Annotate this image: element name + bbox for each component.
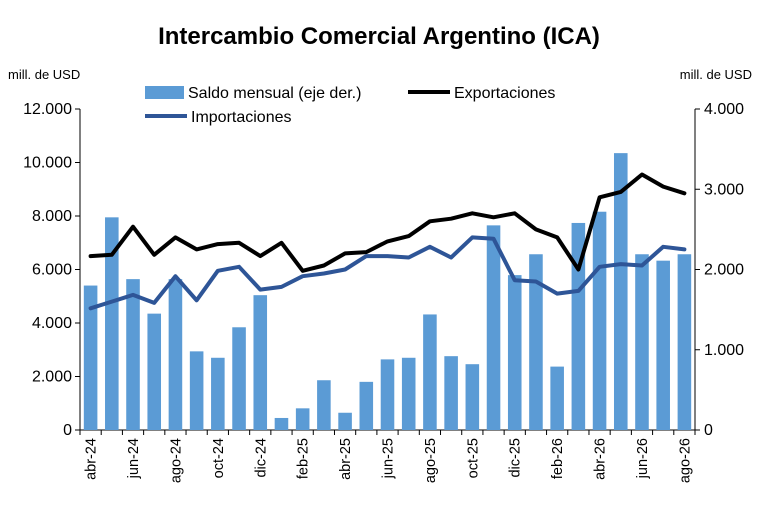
bar-saldo <box>677 254 692 430</box>
bar-saldo <box>359 381 374 430</box>
bar-saldo <box>486 225 501 430</box>
bar-saldo <box>189 351 204 430</box>
x-tick-label: dic-25 <box>508 438 524 478</box>
x-tick-label: ago-25 <box>423 438 439 483</box>
bar-saldo <box>529 254 543 430</box>
bar-saldo <box>126 279 140 430</box>
chart-title: Intercambio Comercial Argentino (ICA) <box>158 23 600 50</box>
bar-saldo <box>147 313 162 430</box>
bar-saldo <box>444 356 458 430</box>
line-importaciones <box>88 235 687 311</box>
left-tick-label: 12.000 <box>23 101 72 118</box>
bar-saldo <box>401 357 416 430</box>
x-tick-label: jun-26 <box>635 438 651 479</box>
bar-saldo <box>635 254 649 430</box>
left-tick-label: 8.000 <box>32 208 72 225</box>
bar-saldo <box>571 222 586 430</box>
legend: Saldo mensual (eje der.) Exportaciones I… <box>145 85 555 126</box>
x-tick-label: feb-25 <box>296 438 312 479</box>
right-tick-label: 4.000 <box>704 101 744 118</box>
right-axis-unit-label: mill. de USD <box>680 67 752 82</box>
legend-swatch-saldo <box>145 86 184 99</box>
bar-saldo <box>550 366 564 430</box>
bar-saldo <box>211 357 225 430</box>
x-tick-label: abr-24 <box>84 438 100 480</box>
bar-saldo <box>168 279 183 430</box>
left-tick-label: 0 <box>63 422 72 439</box>
right-tick-label: 3.000 <box>704 181 744 198</box>
bar-saldo <box>592 211 607 430</box>
bar-saldo <box>232 327 246 430</box>
left-tick-label: 10.000 <box>23 155 72 172</box>
plot-area: 0 2.000 4.000 6.000 8.000 10.000 12.000 0 1.000 2… <box>23 101 744 483</box>
right-tick-label: 1.000 <box>704 342 744 359</box>
bar-saldo <box>423 314 437 430</box>
x-tick-label: jun-25 <box>381 438 397 479</box>
left-axis-unit-label: mill. de USD <box>8 67 80 82</box>
left-tick-label: 4.000 <box>32 315 72 332</box>
x-tick-label: jun-24 <box>126 438 142 479</box>
right-tick-label: 2.000 <box>704 262 744 279</box>
x-tick-label: abr-26 <box>593 438 609 480</box>
bar-saldo <box>380 359 395 430</box>
left-tick-label: 2.000 <box>32 369 72 386</box>
x-tick-label: oct-24 <box>211 438 227 478</box>
legend-label-exportaciones: Exportaciones <box>454 85 555 102</box>
x-tick-label: ago-26 <box>677 438 693 483</box>
legend-label-saldo: Saldo mensual (eje der.) <box>188 85 361 102</box>
bar-saldo <box>613 153 628 430</box>
x-tick-label: feb-26 <box>550 438 566 479</box>
line-exportaciones <box>88 172 687 273</box>
bar-saldo <box>83 285 98 430</box>
legend-label-importaciones: Importaciones <box>191 109 292 126</box>
bar-saldo <box>274 417 289 430</box>
x-tick-label: oct-25 <box>465 438 481 478</box>
x-tick-label: ago-24 <box>168 438 184 483</box>
x-tick-label: abr-25 <box>338 438 354 480</box>
bar-saldo <box>295 408 310 430</box>
bar-saldo <box>507 275 522 430</box>
bar-saldo <box>338 412 352 430</box>
bar-saldo <box>656 260 670 430</box>
bar-saldo <box>105 217 119 430</box>
right-tick-label: 0 <box>704 422 713 439</box>
x-tick-label: dic-24 <box>253 438 269 478</box>
bar-saldo <box>317 380 331 430</box>
left-tick-label: 6.000 <box>32 262 72 279</box>
bar-saldo <box>253 295 268 430</box>
bar-saldo <box>465 364 480 430</box>
